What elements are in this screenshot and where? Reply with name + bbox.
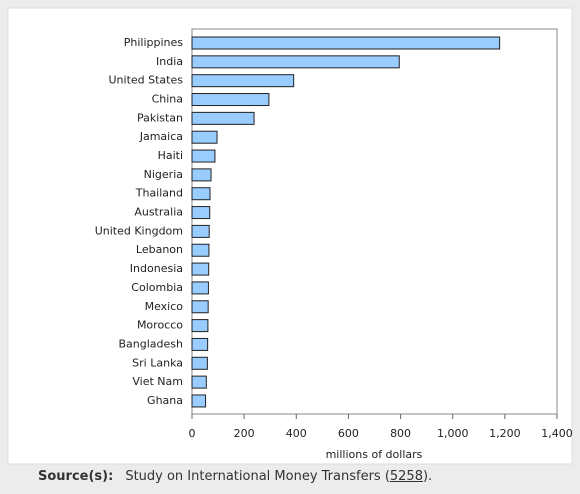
bar [191,74,295,88]
x-tick-label: 1,200 [489,427,521,440]
x-tick-label: 800 [390,427,411,440]
source-label: Source(s): [38,469,114,484]
y-tick-label: United Kingdom [95,224,183,237]
x-tick-label: 400 [286,427,307,440]
bar [191,187,211,201]
y-tick-label: United States [109,74,184,87]
y-tick-label: Indonesia [130,262,183,275]
x-tick-label: 200 [234,427,255,440]
source-text: Study on International Money Transfers ( [125,469,390,484]
bar [191,281,209,295]
bar [191,111,255,125]
y-tick-label: Jamaica [139,130,183,143]
y-tick-label: India [156,55,183,68]
y-tick-label: Thailand [135,187,183,200]
y-tick-label: Haiti [158,149,183,162]
bar [191,130,218,144]
y-tick-label: Australia [134,206,183,219]
y-tick-label: Mexico [145,300,184,313]
x-tick-label: 1,000 [437,427,469,440]
bar [191,149,216,163]
y-tick-label: Colombia [131,281,183,294]
bar [191,394,207,408]
bar [191,243,210,257]
bar [191,262,210,276]
y-tick-label: Nigeria [144,168,183,181]
bar [191,300,209,314]
y-tick-label: Ghana [147,394,183,407]
y-tick-label: Lebanon [136,243,183,256]
bar [191,168,212,182]
bar [191,36,501,50]
bar [191,224,210,238]
y-tick-label: Philippines [124,36,184,49]
bar [191,206,211,220]
bar [191,93,270,107]
x-tick-label: 1,400 [541,427,573,440]
y-tick-label: China [152,93,183,106]
x-tick-label: 600 [338,427,359,440]
x-tick-label: 0 [189,427,196,440]
source-link[interactable]: 5258 [389,469,423,484]
x-axis-label: millions of dollars [326,448,423,461]
y-tick-label: Sri Lanka [132,356,183,369]
bar [191,375,207,389]
bar [191,356,208,370]
bar [191,337,209,351]
bar [191,55,400,69]
y-tick-label: Bangladesh [119,337,184,350]
bar [191,319,209,333]
y-tick-label: Morocco [137,319,183,332]
y-tick-label: Viet Nam [132,375,183,388]
source: Source(s): Study on International Money T… [38,469,432,484]
source-tail: ). [422,469,433,484]
y-tick-label: Pakistan [137,111,183,124]
